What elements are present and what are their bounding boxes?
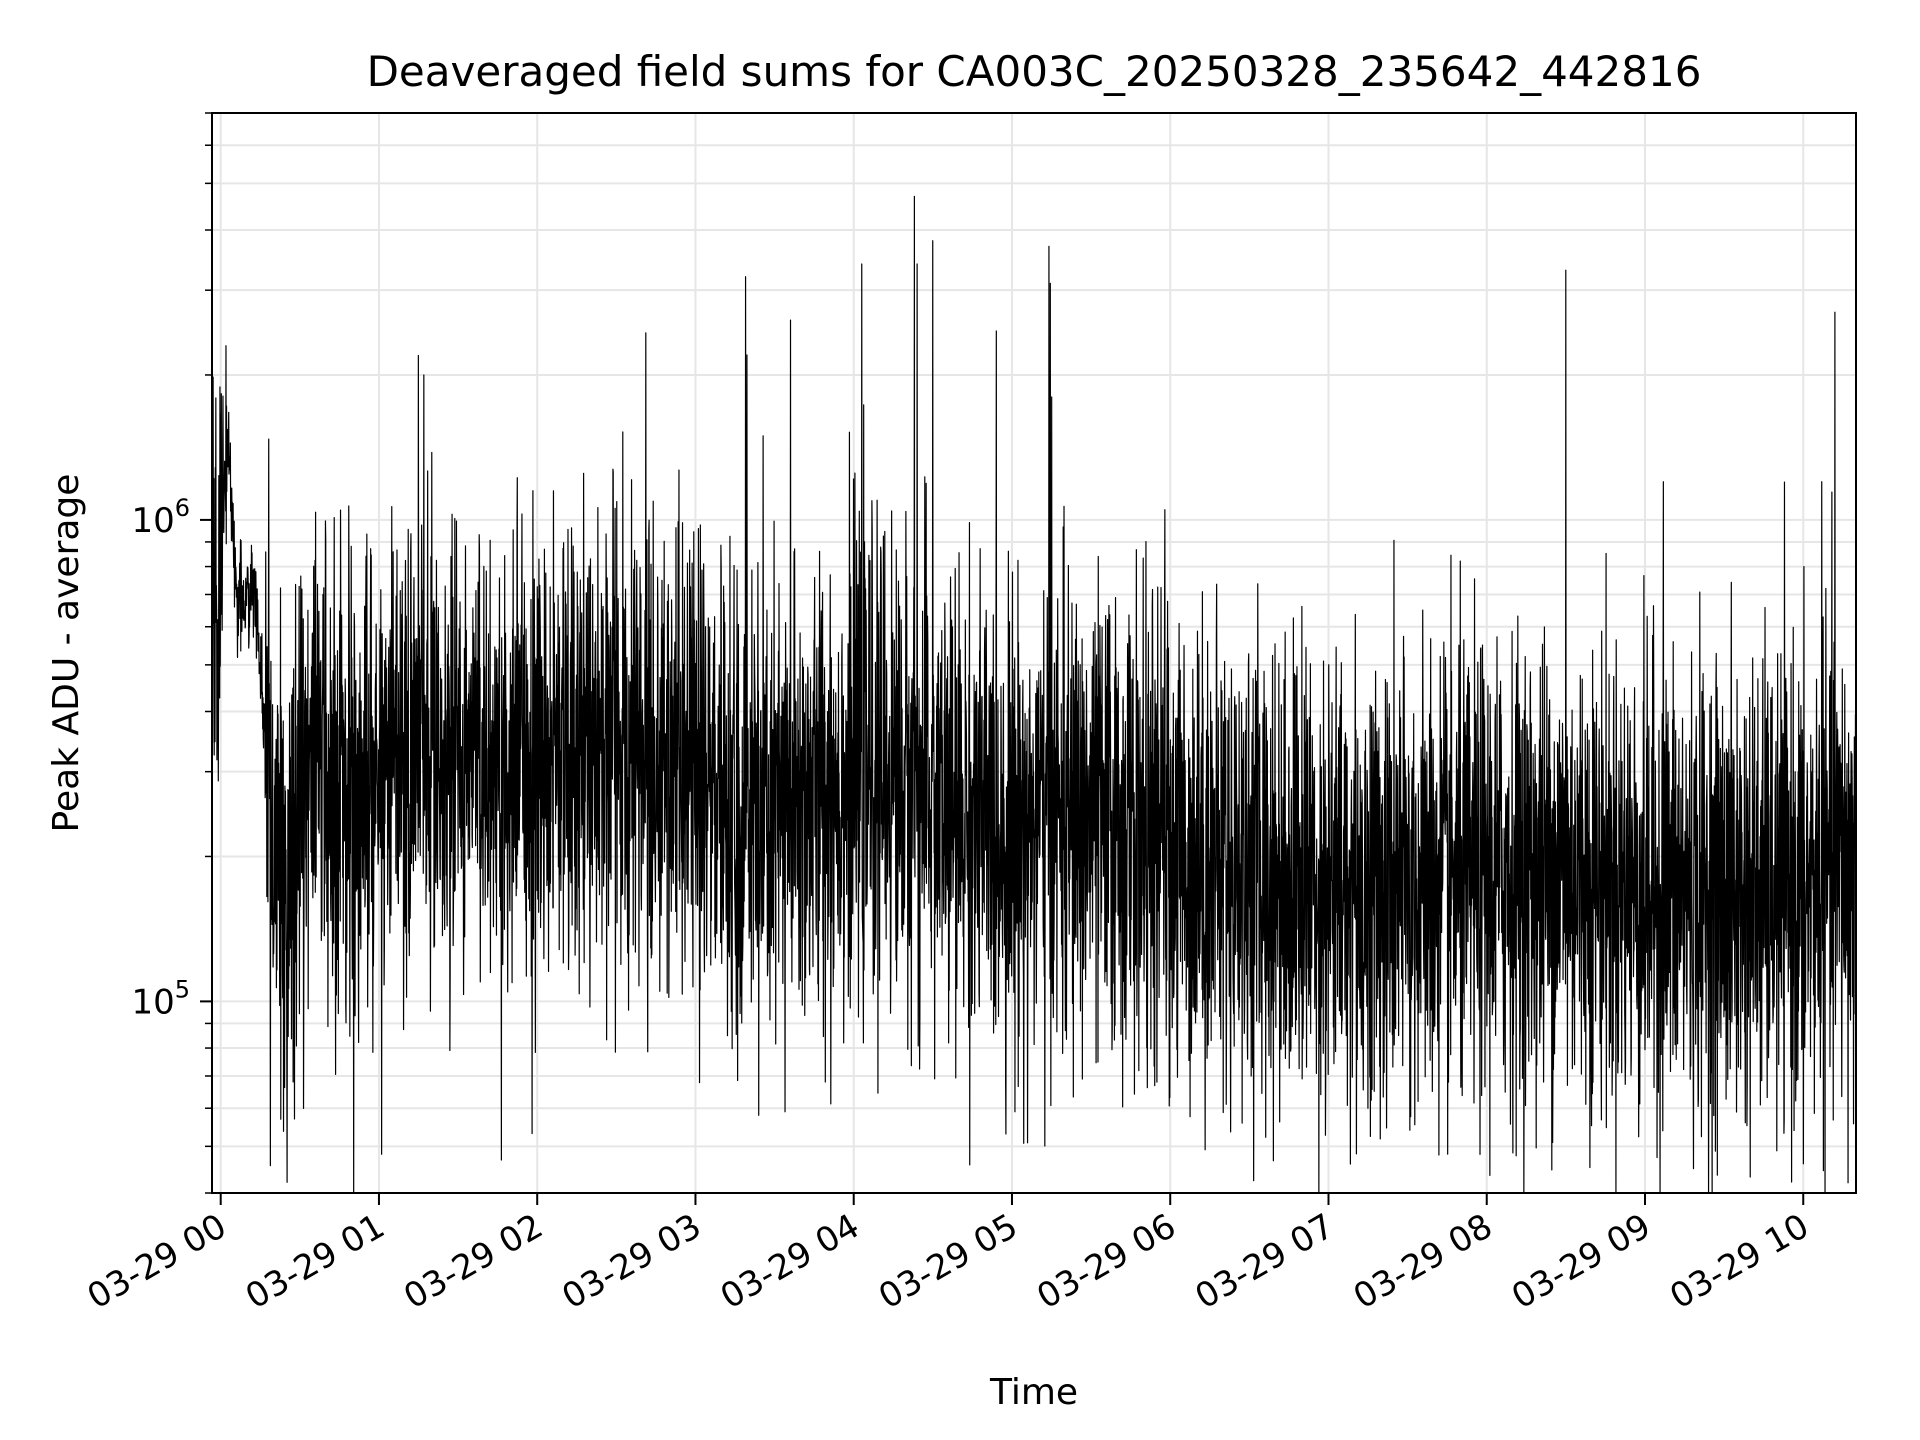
y-tick-base: 10 (131, 982, 174, 1022)
x-axis-label: Time (989, 1372, 1078, 1413)
y-tick-label: 105 (131, 975, 190, 1022)
y-tick-base: 10 (131, 501, 174, 541)
data-layer (211, 195, 1857, 1194)
series-line (211, 195, 1857, 1194)
y-tick-exponent: 6 (175, 494, 190, 522)
y-axis-label: Peak ADU - average (46, 474, 87, 833)
chart-title: Deaveraged field sums for CA003C_2025032… (367, 47, 1702, 96)
y-tick-exponent: 5 (175, 975, 190, 1003)
y-tick-label: 106 (131, 494, 190, 541)
plot-frame (211, 112, 1857, 1194)
